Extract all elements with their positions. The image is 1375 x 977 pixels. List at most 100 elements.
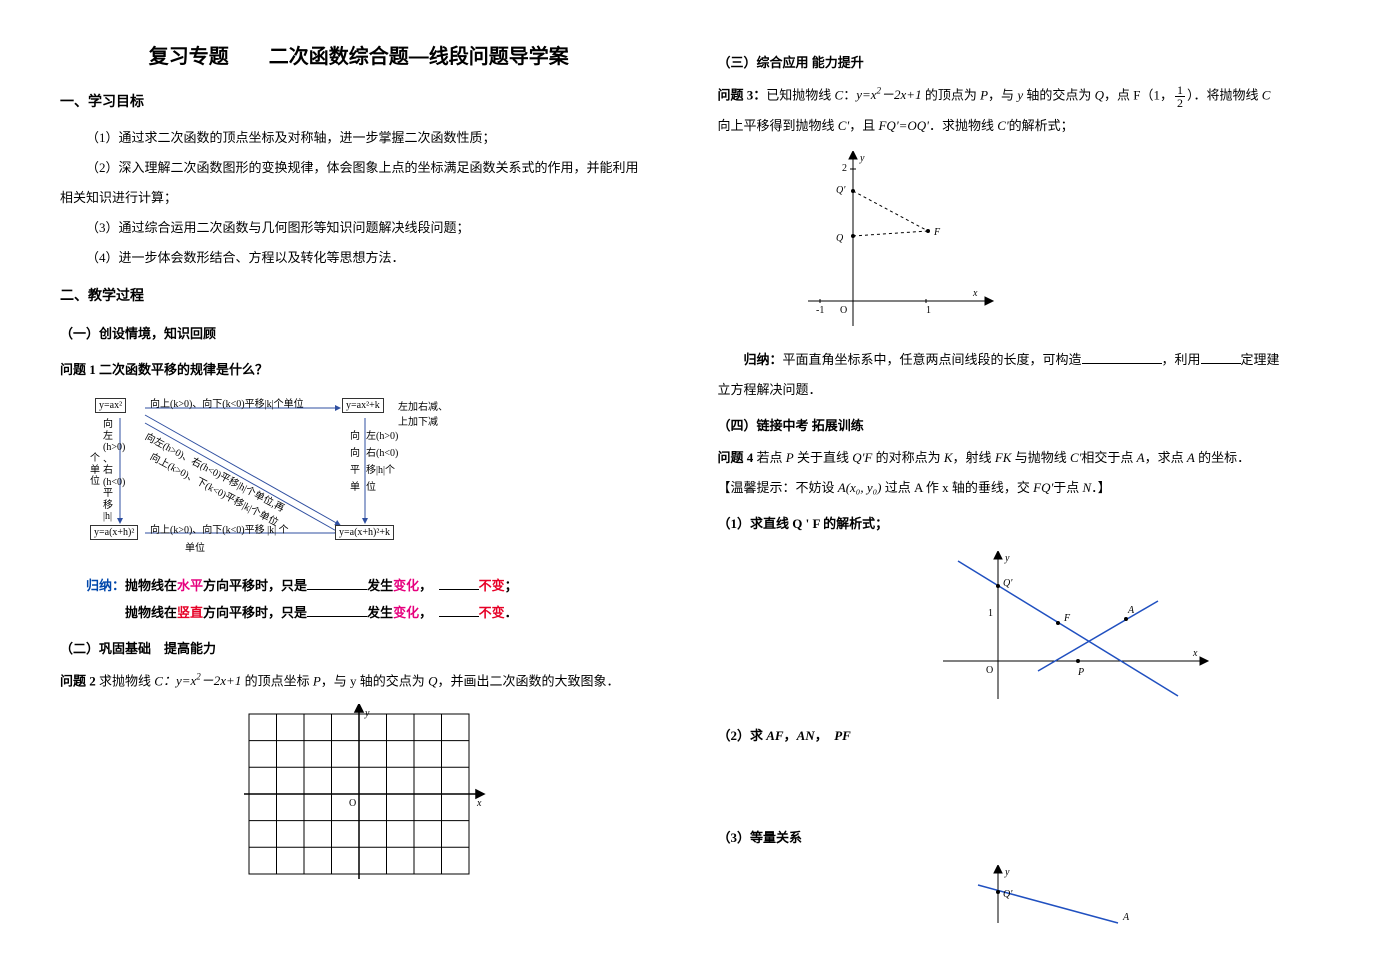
s2e: ． bbox=[505, 605, 518, 620]
blank-6 bbox=[1201, 350, 1241, 364]
q3P: P bbox=[980, 87, 988, 102]
st2AF: AF bbox=[766, 728, 783, 743]
translation-diagram: y=ax² y=ax²+k y=a(x+h)² y=a(x+h)²+k 向上(k… bbox=[90, 393, 450, 563]
summary-3b: 立方程解决问题． bbox=[718, 377, 1316, 403]
q3c: ： bbox=[843, 87, 856, 102]
blank-3 bbox=[307, 603, 367, 617]
s1d: ， bbox=[419, 578, 426, 593]
svg-text:Q': Q' bbox=[836, 185, 846, 196]
blank-5 bbox=[1082, 350, 1162, 364]
q4h: ，求点 bbox=[1145, 450, 1187, 465]
q2C: C bbox=[154, 673, 163, 688]
subsection-2: （二）巩固基础 提高能力 bbox=[60, 636, 658, 662]
heading-objectives: 一、学习目标 bbox=[60, 89, 658, 117]
svg-text:O: O bbox=[840, 305, 847, 316]
svg-text:x: x bbox=[972, 288, 978, 299]
blank-1 bbox=[307, 576, 367, 590]
q4c: 关于直线 bbox=[794, 450, 853, 465]
svg-text:O: O bbox=[986, 665, 993, 676]
q4f: 与抛物线 bbox=[1011, 450, 1070, 465]
svg-text:Q': Q' bbox=[1003, 578, 1013, 589]
figure-q3: x y O Q Q' F 2 1 -1 bbox=[798, 151, 998, 331]
q4Cp: C' bbox=[1070, 450, 1081, 465]
question-2: 问题 2 求抛物线 C：y=x2－2x+1 的顶点坐标 P，与 y 轴的交点为 … bbox=[60, 668, 658, 694]
q3h: ）．将抛物线 bbox=[1187, 87, 1262, 102]
s1a: 抛物线在 bbox=[125, 578, 177, 593]
edge-top: 向上(k>0)、向下(k<0)平移|k|个单位 bbox=[150, 395, 304, 410]
q4b: 若点 bbox=[757, 450, 786, 465]
st2AN: AN bbox=[797, 728, 815, 743]
q3Cp2: C' bbox=[997, 118, 1008, 133]
objective-1: （1）通过求二次函数的顶点坐标及对称轴，进一步掌握二次函数性质； bbox=[60, 125, 658, 151]
note-right: 左加右减、 上加下减 bbox=[398, 398, 448, 428]
q2eq: ：y=x2－2x+1 bbox=[163, 673, 241, 688]
question-1: 问题 1 二次函数平移的规律是什么？ bbox=[60, 357, 658, 383]
q3l: 的解析式； bbox=[1009, 118, 1074, 133]
objective-3: （3）通过综合运用二次函数与几何图形等知识问题解决线段问题； bbox=[60, 215, 658, 241]
tipN: N bbox=[1083, 480, 1092, 495]
blank-2 bbox=[439, 576, 479, 590]
q2d: ，并画出二次函数的大致图象． bbox=[437, 673, 619, 688]
figure-step3: y Q' A bbox=[938, 865, 1218, 925]
heading-process: 二、教学过程 bbox=[60, 283, 658, 311]
q3b: 已知抛物线 bbox=[766, 87, 834, 102]
st2c: ， bbox=[815, 728, 822, 743]
svg-text:-1: -1 bbox=[816, 305, 824, 316]
q3C2: C bbox=[1262, 87, 1271, 102]
s1nc: 不变 bbox=[479, 578, 505, 593]
question-4: 问题 4 若点 P 关于直线 Q'F 的对称点为 K，射线 FK 与抛物线 C'… bbox=[718, 445, 1316, 471]
svg-text:y: y bbox=[1004, 553, 1010, 564]
svg-text:Q: Q bbox=[836, 233, 844, 244]
axis-origin: O bbox=[349, 798, 356, 809]
sum3p: 归纳： bbox=[744, 352, 783, 367]
tipc: 于点 bbox=[1053, 480, 1082, 495]
svg-text:x: x bbox=[1192, 648, 1198, 659]
tipb: 过点 A 作 x 轴的垂线，交 bbox=[881, 480, 1033, 495]
svg-text:Q': Q' bbox=[1003, 889, 1013, 900]
q3C: C bbox=[835, 87, 844, 102]
q2P: P bbox=[313, 673, 321, 688]
s1c: 发生 bbox=[367, 578, 393, 593]
svg-text:y: y bbox=[859, 153, 865, 164]
step-3: （3）等量关系 bbox=[718, 825, 1316, 851]
svg-text:2: 2 bbox=[842, 163, 847, 174]
summary-2: 抛物线在竖直方向平移时，只是发生变化， 不变． bbox=[60, 600, 658, 626]
subsection-4: （四）链接中考 拓展训练 bbox=[718, 413, 1316, 439]
q3d: 的顶点为 bbox=[922, 87, 981, 102]
q4P: P bbox=[786, 450, 794, 465]
tipd: ．】 bbox=[1091, 480, 1111, 495]
step-1: （1）求直线 Q ' F 的解析式； bbox=[718, 511, 1316, 537]
st2PF: PF bbox=[834, 728, 851, 743]
blank-4 bbox=[439, 603, 479, 617]
q2b: 求抛物线 bbox=[96, 673, 155, 688]
s1e: ； bbox=[505, 578, 518, 593]
q4g: 相交于点 bbox=[1081, 450, 1136, 465]
node-tl: y=ax² bbox=[95, 398, 126, 413]
edge-left-2: 个 单 位 bbox=[90, 453, 100, 488]
q4A2: A bbox=[1187, 450, 1195, 465]
question-3b: 向上平移得到抛物线 C'，且 FQ'=OQ'．求抛物线 C'的解析式； bbox=[718, 113, 1316, 139]
q3eq: y=x2－2x+1 bbox=[856, 87, 921, 102]
q4FK: FK bbox=[995, 450, 1012, 465]
q3k: ．求抛物线 bbox=[929, 118, 997, 133]
q4d: 的对称点为 bbox=[872, 450, 944, 465]
tip: 【温馨提示：不妨设 A(x₀, y₀) 过点 A 作 x 轴的垂线，交 FQ'于… bbox=[718, 475, 1316, 501]
s1ch: 变化 bbox=[393, 578, 419, 593]
s1h: 水平 bbox=[177, 578, 203, 593]
s2ch: 变化 bbox=[393, 605, 419, 620]
objective-2a: （2）深入理解二次函数图形的变换规律，体会图象上点的坐标满足函数关系式的作用，并… bbox=[60, 155, 658, 181]
svg-text:A: A bbox=[1127, 605, 1135, 616]
axis-y-label: y bbox=[364, 708, 370, 719]
edge-right-2: 左(h>0) 右(h<0) 移|h|个 位 bbox=[366, 428, 398, 496]
q4QF: Q'F bbox=[852, 450, 872, 465]
q4a: 问题 4 bbox=[718, 450, 757, 465]
q3Q: Q bbox=[1095, 87, 1104, 102]
q3Cp: C' bbox=[838, 118, 849, 133]
svg-text:A: A bbox=[1122, 912, 1130, 923]
edge-left-1: 向 左 (h>0) 、 右 (h<0) 平 移 |h| bbox=[103, 419, 125, 523]
subsection-3: （三）综合应用 能力提升 bbox=[718, 50, 1316, 76]
tipFQ: FQ' bbox=[1033, 480, 1053, 495]
tipAxy: A(x₀, y₀) bbox=[838, 480, 882, 495]
sum3c: 定理建 bbox=[1241, 352, 1280, 367]
question-3: 问题 3：已知抛物线 C：y=x2－2x+1 的顶点为 P，与 y 轴的交点为 … bbox=[718, 82, 1316, 109]
